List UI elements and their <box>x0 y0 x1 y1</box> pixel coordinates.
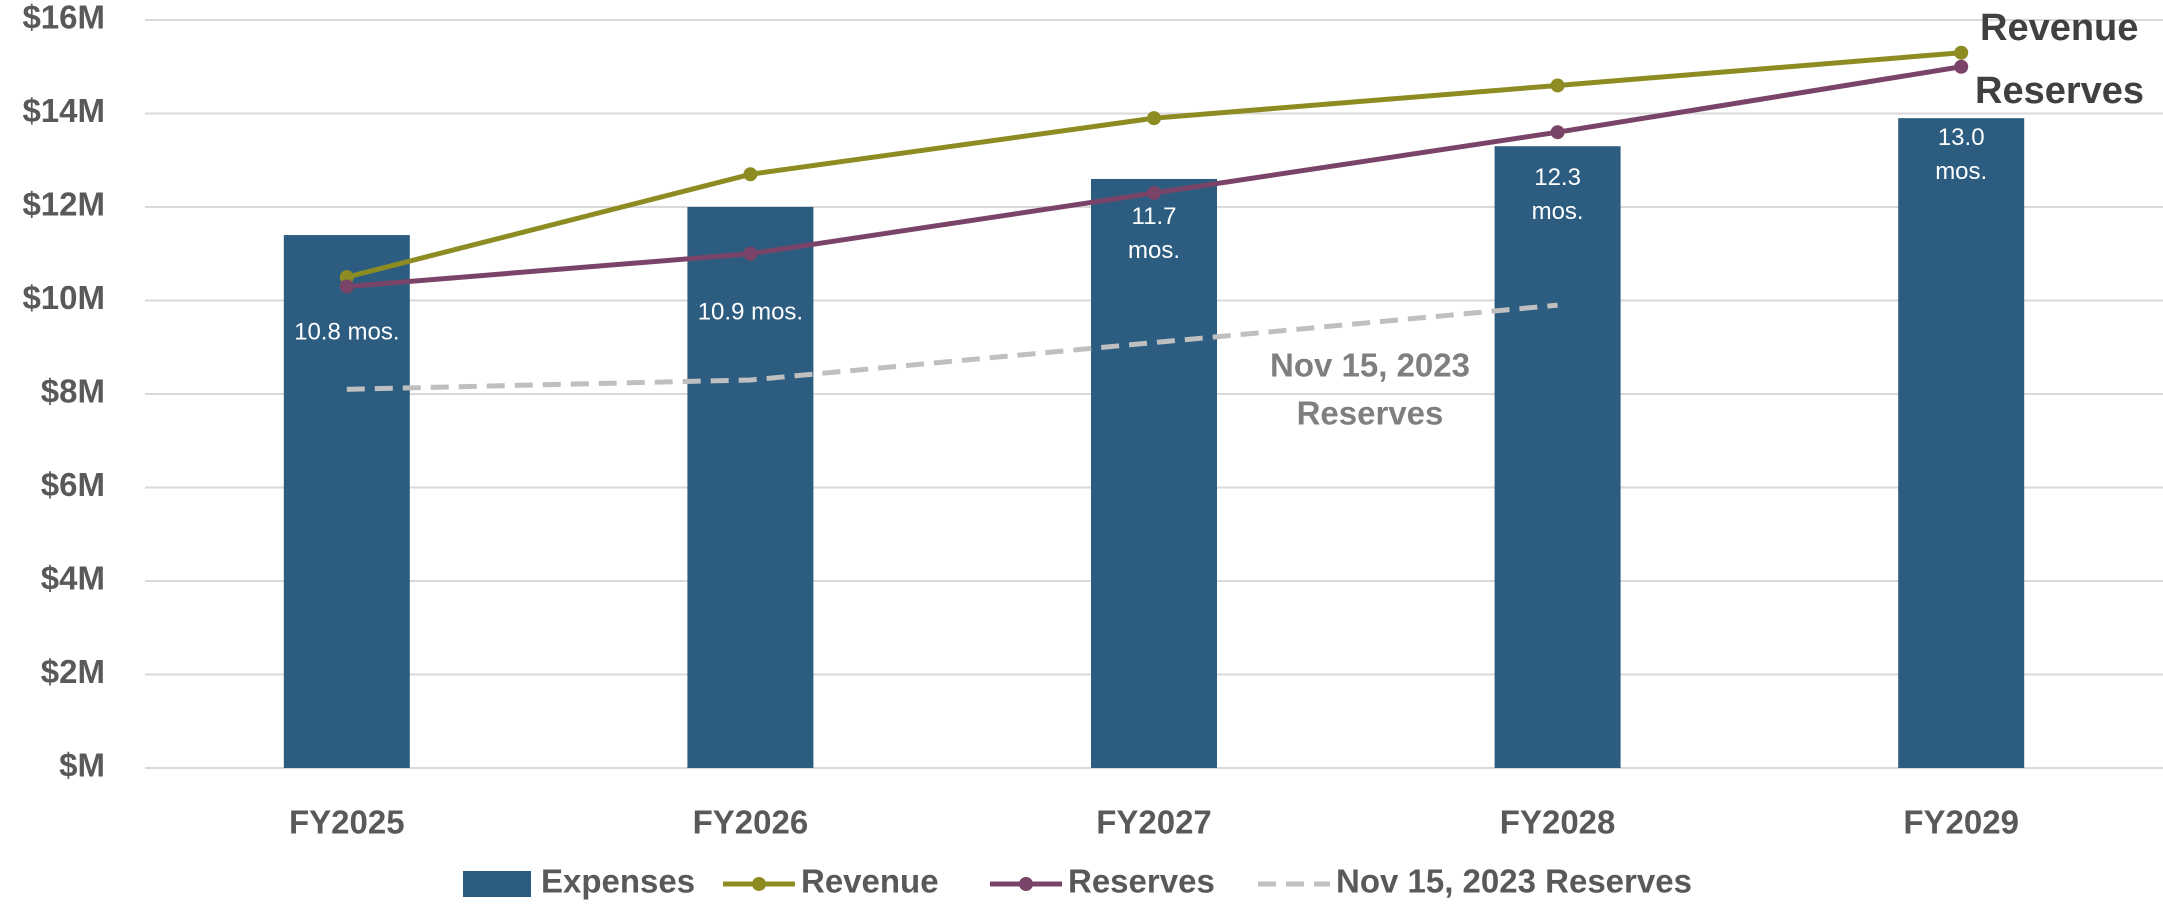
y-tick-label: $16M <box>22 0 105 36</box>
data-label: 11.7 mos. <box>1128 203 1180 264</box>
y-tick-label: $6M <box>41 466 105 503</box>
point <box>339 279 354 294</box>
x-tick-label: FY2025 <box>289 804 405 841</box>
annotation: Reserves <box>1297 395 1444 432</box>
legend-marker <box>752 877 766 891</box>
bar <box>1898 118 2025 769</box>
point <box>1147 185 1161 200</box>
y-tick-label: $10M <box>22 279 105 316</box>
data-label-line: 13.0 <box>1938 124 1985 151</box>
legend-label: Expenses <box>541 863 695 900</box>
data-label: 10.8 mos. <box>294 318 399 345</box>
point <box>1954 59 1969 74</box>
bar <box>1091 178 1217 768</box>
data-label-line: 11.7 <box>1132 203 1177 230</box>
y-tick-label: $8M <box>41 373 105 410</box>
data-label-line: 12.3 <box>1534 164 1581 191</box>
x-tick-label: FY2029 <box>1903 804 2019 841</box>
y-tick-label: $2M <box>41 653 105 690</box>
y-tick-label: $14M <box>22 92 105 129</box>
legend-label: Nov 15, 2023 Reserves <box>1336 863 1692 900</box>
point <box>1550 125 1565 140</box>
data-label-line: mos. <box>1532 198 1584 225</box>
y-tick-label: $12M <box>22 186 105 223</box>
bar <box>1494 146 1621 769</box>
dashed-line <box>346 302 1558 392</box>
data-label: 12.3 mos. <box>1532 164 1584 225</box>
legend-swatch <box>463 871 531 897</box>
y-tick-label: $M <box>59 747 105 784</box>
x-tick-label: FY2026 <box>693 804 809 841</box>
data-label-line: mos. <box>1128 237 1180 264</box>
point <box>1954 45 1969 60</box>
point <box>743 167 758 182</box>
point <box>1147 111 1161 126</box>
bar <box>687 207 814 768</box>
bar <box>283 235 410 769</box>
point <box>1550 78 1565 93</box>
data-label: 13.0 mos. <box>1935 124 1987 185</box>
legend-marker <box>1019 877 1033 891</box>
point <box>743 246 758 261</box>
data-label-line: mos. <box>1935 158 1987 185</box>
data-label: 10.9 mos. <box>698 298 803 325</box>
legend-label: Revenue <box>801 863 939 900</box>
y-tick-label: $4M <box>41 560 105 597</box>
annotation: Reserves <box>1975 70 2144 112</box>
legend-label: Reserves <box>1068 863 1215 900</box>
x-tick-label: FY2028 <box>1500 804 1616 841</box>
annotation: Nov 15, 2023 <box>1270 347 1470 384</box>
annotation: Revenue <box>1980 7 2138 49</box>
x-tick-label: FY2027 <box>1096 804 1212 841</box>
